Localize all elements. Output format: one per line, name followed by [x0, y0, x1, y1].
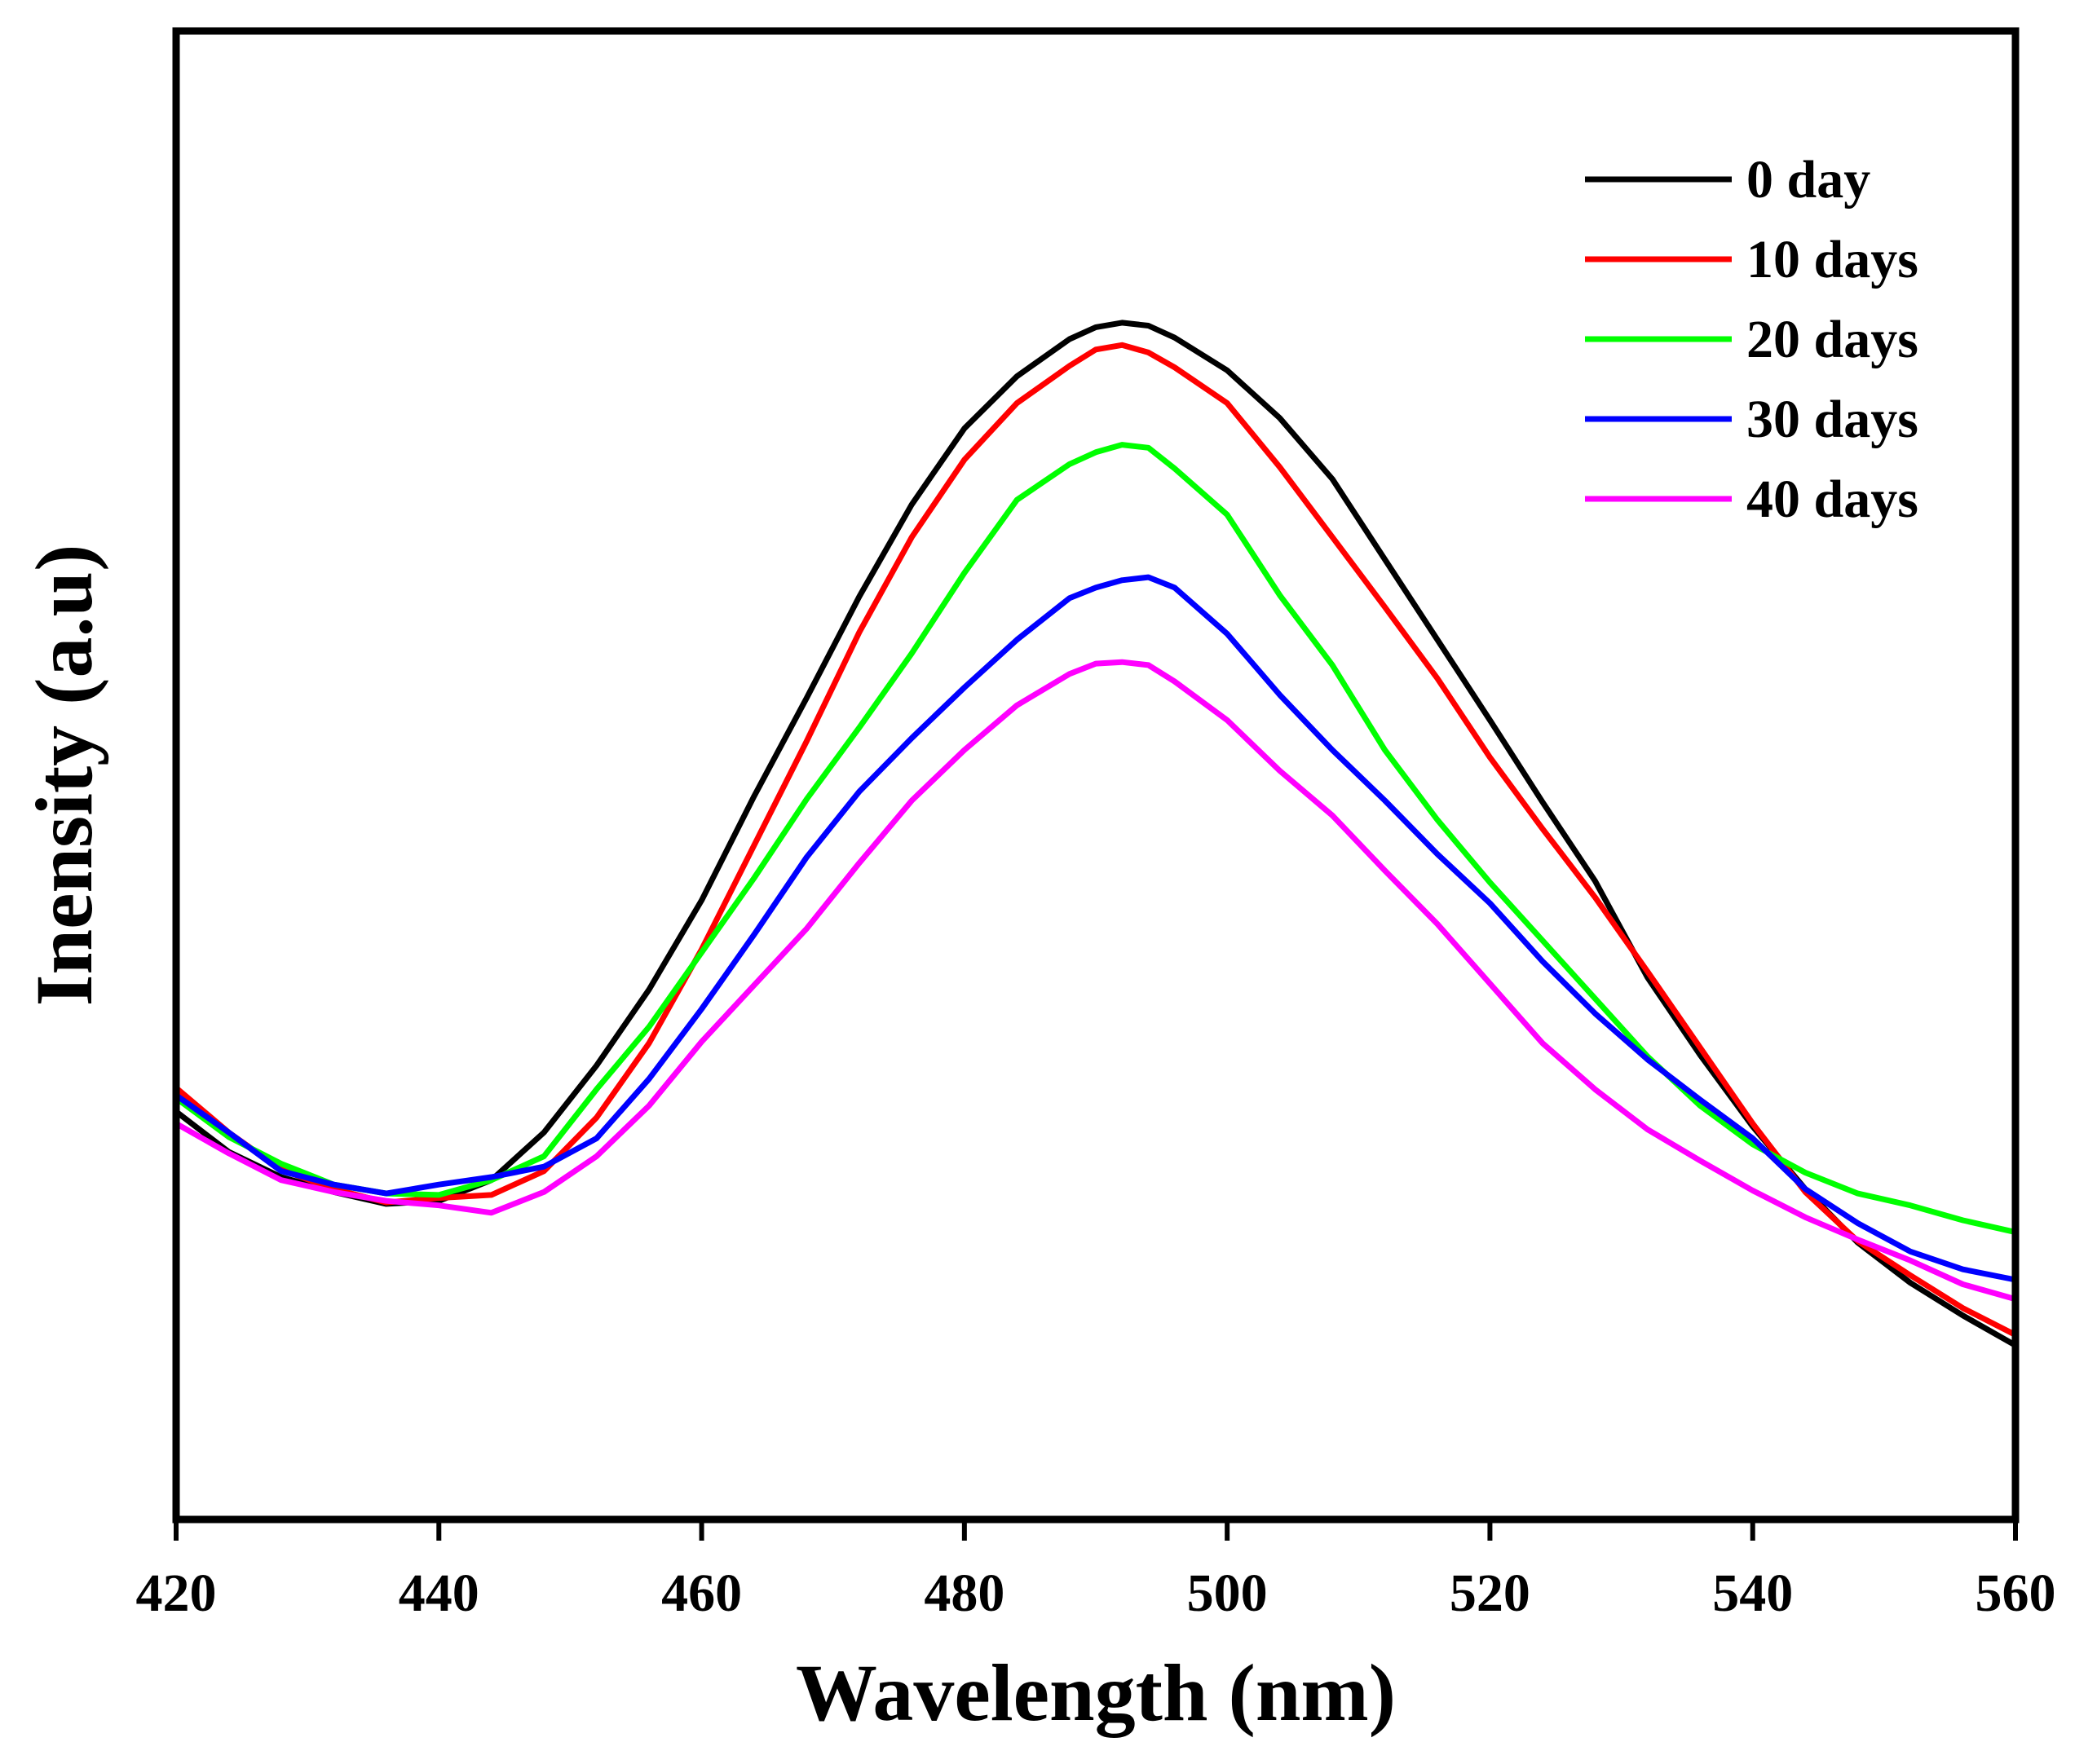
x-tick-label-480: 480: [924, 1563, 1004, 1623]
series-line-4: [173, 659, 2019, 1303]
series-line-1: [173, 342, 2019, 1338]
legend-label-0: 0 day: [1746, 150, 1870, 209]
legend-label-2: 20 days: [1746, 310, 1918, 369]
series-line-0: [173, 320, 2019, 1348]
x-tick-label-460: 460: [661, 1563, 742, 1623]
x-tick-label-520: 520: [1450, 1563, 1530, 1623]
x-axis-ticks: [174, 1519, 2018, 1541]
x-tick-label-540: 540: [1712, 1563, 1793, 1623]
legend-label-1: 10 days: [1746, 230, 1918, 289]
x-tick-label-560: 560: [1976, 1563, 2056, 1623]
x-tick-label-440: 440: [399, 1563, 479, 1623]
series-line-3: [173, 574, 2019, 1283]
y-axis-title: Inensity (a.u): [19, 545, 109, 1007]
x-tick-label-420: 420: [136, 1563, 217, 1623]
x-axis-tick-labels: 420 440 460 480 500 520 540 560: [136, 1563, 2056, 1623]
x-axis-title: Wavelength (nm): [796, 1647, 1396, 1738]
x-tick-label-500: 500: [1187, 1563, 1268, 1623]
legend-label-4: 40 days: [1746, 470, 1918, 529]
legend-label-3: 30 days: [1746, 390, 1918, 449]
legend: 0 day 10 days 20 days 30 days 40 days: [1585, 150, 1918, 529]
series-layer: [173, 320, 2019, 1348]
plot-frame: [172, 27, 2020, 1524]
